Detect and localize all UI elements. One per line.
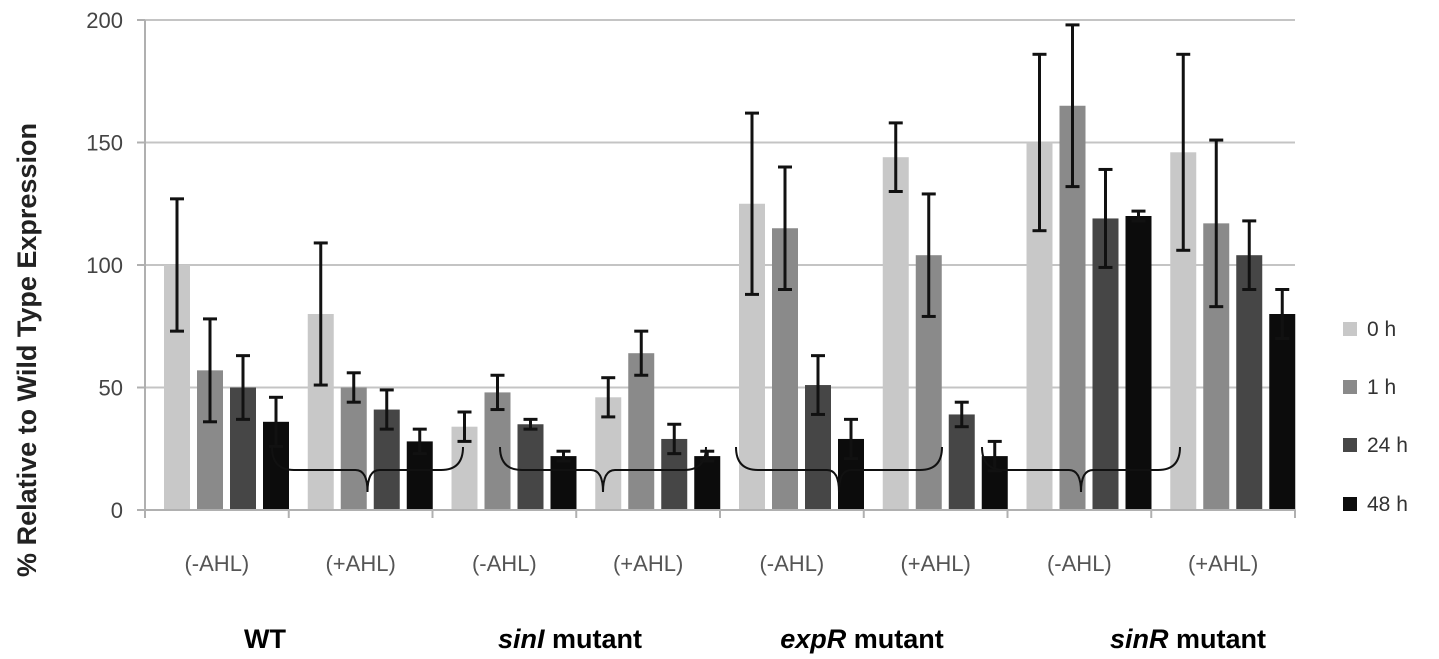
group-label-gene: sinI	[498, 624, 545, 654]
group-label: expR mutant	[780, 624, 944, 654]
group-label-text: mutant	[846, 624, 944, 654]
y-tick-label: 100	[86, 253, 123, 278]
legend-swatch	[1343, 497, 1357, 511]
y-tick-label: 150	[86, 131, 123, 156]
group-label-text: mutant	[545, 624, 643, 654]
y-tick-label: 50	[99, 376, 123, 401]
x-category-label: (-AHL)	[1047, 551, 1112, 576]
legend-label: 24 h	[1367, 434, 1408, 457]
bar	[1125, 216, 1152, 510]
y-tick-label: 200	[86, 8, 123, 33]
bar	[1236, 255, 1263, 510]
group-label-text: WT	[244, 624, 286, 654]
x-axis-category-labels: (-AHL) (+AHL) (-AHL) (+AHL) (-AHL) (+AHL) (-AH…	[184, 551, 1258, 576]
group-label: WT	[244, 624, 286, 654]
legend-swatch	[1343, 322, 1357, 336]
y-axis-title: % Relative to Wild Type Expression	[12, 123, 42, 577]
legend-label: 1 h	[1367, 376, 1396, 399]
x-category-label: (-AHL)	[184, 551, 249, 576]
group-label: sinI mutant	[498, 624, 642, 654]
legend-label: 48 h	[1367, 493, 1408, 516]
grouping-brace	[499, 446, 707, 493]
grouping-braces	[271, 446, 1181, 493]
group-label-text: mutant	[1169, 624, 1267, 654]
bar	[550, 456, 577, 510]
bar	[882, 157, 909, 510]
x-category-label: (+AHL)	[325, 551, 395, 576]
axes	[144, 20, 1296, 518]
group-label-gene: expR	[780, 624, 847, 654]
x-category-label: (-AHL)	[472, 551, 537, 576]
x-category-label: (-AHL)	[759, 551, 824, 576]
bar	[517, 424, 544, 510]
x-category-label: (+AHL)	[1188, 551, 1258, 576]
grouping-brace	[981, 446, 1181, 493]
error-bars	[170, 23, 1290, 473]
bar	[948, 414, 975, 510]
x-category-label: (+AHL)	[613, 551, 683, 576]
bars	[164, 105, 1296, 511]
grouping-brace	[735, 446, 943, 493]
group-label: sinR mutant	[1110, 624, 1266, 654]
grouping-brace	[271, 446, 464, 493]
y-tick-label: 0	[111, 498, 123, 523]
bar	[694, 456, 721, 510]
bar	[484, 392, 511, 510]
legend: 0 h 1 h 24 h 48 h	[1343, 318, 1408, 516]
group-label-gene: sinR	[1110, 624, 1169, 654]
y-axis-ticks: 0 50 100 150 200	[86, 8, 145, 523]
bar	[628, 353, 655, 510]
legend-swatch	[1343, 380, 1357, 394]
x-category-label: (+AHL)	[900, 551, 970, 576]
group-labels: WT sinI mutant expR mutant sinR mutant	[244, 624, 1266, 654]
legend-label: 0 h	[1367, 318, 1396, 341]
legend-swatch	[1343, 438, 1357, 452]
bar	[1269, 314, 1296, 510]
bar	[340, 387, 367, 510]
